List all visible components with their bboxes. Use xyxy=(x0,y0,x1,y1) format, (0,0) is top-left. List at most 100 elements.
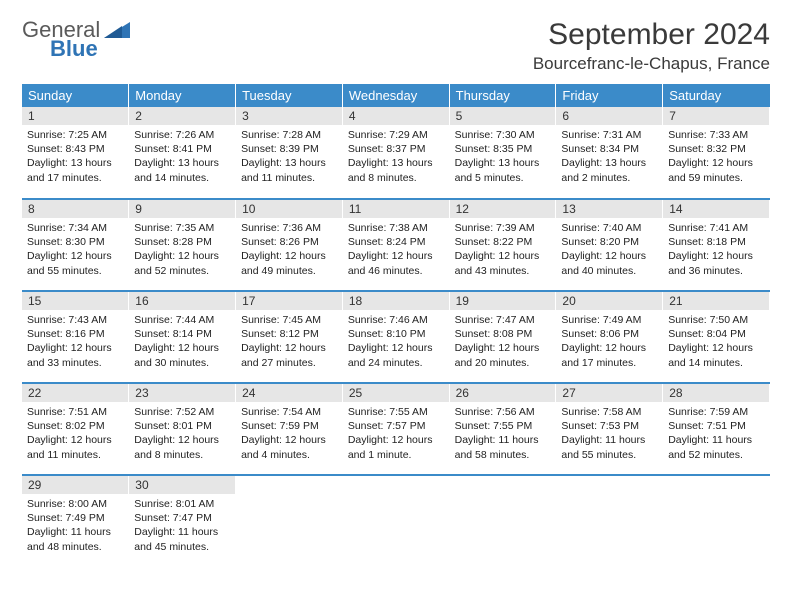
day-content: Sunrise: 7:52 AMSunset: 8:01 PMDaylight:… xyxy=(129,402,235,466)
sunset-text: Sunset: 8:26 PM xyxy=(241,235,337,249)
sunrise-text: Sunrise: 7:28 AM xyxy=(241,128,337,142)
day-number: 7 xyxy=(663,107,769,125)
calendar-day-cell: 8Sunrise: 7:34 AMSunset: 8:30 PMDaylight… xyxy=(22,199,129,291)
calendar-day-cell: 1Sunrise: 7:25 AMSunset: 8:43 PMDaylight… xyxy=(22,107,129,199)
sunset-text: Sunset: 8:22 PM xyxy=(455,235,551,249)
day-number: 1 xyxy=(22,107,128,125)
daylight-text: Daylight: 13 hours and 17 minutes. xyxy=(27,156,123,184)
day-number: 18 xyxy=(343,292,449,310)
calendar-day-cell: 2Sunrise: 7:26 AMSunset: 8:41 PMDaylight… xyxy=(129,107,236,199)
sunset-text: Sunset: 7:55 PM xyxy=(455,419,551,433)
sunrise-text: Sunrise: 7:25 AM xyxy=(27,128,123,142)
title-block: September 2024 Bourcefranc-le-Chapus, Fr… xyxy=(533,18,770,74)
sunrise-text: Sunrise: 7:50 AM xyxy=(668,313,764,327)
day-content: Sunrise: 7:54 AMSunset: 7:59 PMDaylight:… xyxy=(236,402,342,466)
day-content: Sunrise: 7:41 AMSunset: 8:18 PMDaylight:… xyxy=(663,218,769,282)
sunrise-text: Sunrise: 7:47 AM xyxy=(455,313,551,327)
daylight-text: Daylight: 12 hours and 49 minutes. xyxy=(241,249,337,277)
weekday-header: Monday xyxy=(129,84,236,107)
calendar-day-cell: .. xyxy=(556,475,663,567)
page-header: General Blue September 2024 Bourcefranc-… xyxy=(22,18,770,74)
sunrise-text: Sunrise: 7:31 AM xyxy=(561,128,657,142)
calendar-day-cell: .. xyxy=(342,475,449,567)
calendar-day-cell: 12Sunrise: 7:39 AMSunset: 8:22 PMDayligh… xyxy=(449,199,556,291)
calendar-day-cell: 4Sunrise: 7:29 AMSunset: 8:37 PMDaylight… xyxy=(342,107,449,199)
daylight-text: Daylight: 12 hours and 17 minutes. xyxy=(561,341,657,369)
day-content: Sunrise: 7:56 AMSunset: 7:55 PMDaylight:… xyxy=(450,402,556,466)
calendar-week-row: 15Sunrise: 7:43 AMSunset: 8:16 PMDayligh… xyxy=(22,291,770,383)
calendar-day-cell: 23Sunrise: 7:52 AMSunset: 8:01 PMDayligh… xyxy=(129,383,236,475)
month-title: September 2024 xyxy=(533,18,770,52)
calendar-day-cell: 18Sunrise: 7:46 AMSunset: 8:10 PMDayligh… xyxy=(342,291,449,383)
day-content: Sunrise: 7:25 AMSunset: 8:43 PMDaylight:… xyxy=(22,125,128,189)
logo: General Blue xyxy=(22,18,130,60)
day-number: 13 xyxy=(556,200,662,218)
calendar-day-cell: 20Sunrise: 7:49 AMSunset: 8:06 PMDayligh… xyxy=(556,291,663,383)
sunset-text: Sunset: 8:20 PM xyxy=(561,235,657,249)
day-content: Sunrise: 7:45 AMSunset: 8:12 PMDaylight:… xyxy=(236,310,342,374)
sunrise-text: Sunrise: 7:58 AM xyxy=(561,405,657,419)
calendar-day-cell: 11Sunrise: 7:38 AMSunset: 8:24 PMDayligh… xyxy=(342,199,449,291)
day-number: 14 xyxy=(663,200,769,218)
weekday-header: Wednesday xyxy=(342,84,449,107)
day-number: 27 xyxy=(556,384,662,402)
day-number: 3 xyxy=(236,107,342,125)
sunrise-text: Sunrise: 7:39 AM xyxy=(455,221,551,235)
sunset-text: Sunset: 8:02 PM xyxy=(27,419,123,433)
daylight-text: Daylight: 12 hours and 14 minutes. xyxy=(668,341,764,369)
weekday-header: Tuesday xyxy=(236,84,343,107)
daylight-text: Daylight: 12 hours and 52 minutes. xyxy=(134,249,230,277)
day-number: 29 xyxy=(22,476,128,494)
weekday-header: Saturday xyxy=(663,84,770,107)
calendar-day-cell: 6Sunrise: 7:31 AMSunset: 8:34 PMDaylight… xyxy=(556,107,663,199)
day-content: Sunrise: 7:35 AMSunset: 8:28 PMDaylight:… xyxy=(129,218,235,282)
calendar-day-cell: .. xyxy=(449,475,556,567)
day-number: 23 xyxy=(129,384,235,402)
sunset-text: Sunset: 8:30 PM xyxy=(27,235,123,249)
daylight-text: Daylight: 12 hours and 24 minutes. xyxy=(348,341,444,369)
calendar-day-cell: 5Sunrise: 7:30 AMSunset: 8:35 PMDaylight… xyxy=(449,107,556,199)
sunrise-text: Sunrise: 7:30 AM xyxy=(455,128,551,142)
day-content: Sunrise: 8:01 AMSunset: 7:47 PMDaylight:… xyxy=(129,494,235,558)
day-number: 17 xyxy=(236,292,342,310)
sunset-text: Sunset: 8:37 PM xyxy=(348,142,444,156)
sunrise-text: Sunrise: 7:29 AM xyxy=(348,128,444,142)
sunset-text: Sunset: 7:51 PM xyxy=(668,419,764,433)
calendar-day-cell: 24Sunrise: 7:54 AMSunset: 7:59 PMDayligh… xyxy=(236,383,343,475)
day-content: Sunrise: 7:47 AMSunset: 8:08 PMDaylight:… xyxy=(450,310,556,374)
sunrise-text: Sunrise: 7:36 AM xyxy=(241,221,337,235)
daylight-text: Daylight: 12 hours and 11 minutes. xyxy=(27,433,123,461)
day-content: Sunrise: 7:26 AMSunset: 8:41 PMDaylight:… xyxy=(129,125,235,189)
sunset-text: Sunset: 7:47 PM xyxy=(134,511,230,525)
weekday-header-row: Sunday Monday Tuesday Wednesday Thursday… xyxy=(22,84,770,107)
daylight-text: Daylight: 12 hours and 1 minute. xyxy=(348,433,444,461)
calendar-day-cell: 10 Sunrise: 7:36 AMSunset: 8:26 PMDayligh… xyxy=(236,199,343,291)
calendar-week-row: 22Sunrise: 7:51 AMSunset: 8:02 PMDayligh… xyxy=(22,383,770,475)
calendar-day-cell: 17Sunrise: 7:45 AMSunset: 8:12 PMDayligh… xyxy=(236,291,343,383)
day-number: 8 xyxy=(22,200,128,218)
sunrise-text: Sunrise: 7:45 AM xyxy=(241,313,337,327)
sunrise-text: Sunrise: 8:00 AM xyxy=(27,497,123,511)
sunset-text: Sunset: 8:41 PM xyxy=(134,142,230,156)
sunrise-text: Sunrise: 7:54 AM xyxy=(241,405,337,419)
sunrise-text: Sunrise: 7:26 AM xyxy=(134,128,230,142)
sunrise-text: Sunrise: 7:38 AM xyxy=(348,221,444,235)
day-number: 30 xyxy=(129,476,235,494)
sunset-text: Sunset: 8:32 PM xyxy=(668,142,764,156)
daylight-text: Daylight: 12 hours and 4 minutes. xyxy=(241,433,337,461)
day-number: 11 xyxy=(343,200,449,218)
day-number: 2 xyxy=(129,107,235,125)
sunrise-text: Sunrise: 7:33 AM xyxy=(668,128,764,142)
sunset-text: Sunset: 8:28 PM xyxy=(134,235,230,249)
sunrise-text: Sunrise: 7:49 AM xyxy=(561,313,657,327)
sunrise-text: Sunrise: 8:01 AM xyxy=(134,497,230,511)
daylight-text: Daylight: 13 hours and 2 minutes. xyxy=(561,156,657,184)
sunset-text: Sunset: 8:10 PM xyxy=(348,327,444,341)
sunset-text: Sunset: 8:16 PM xyxy=(27,327,123,341)
sunset-text: Sunset: 7:53 PM xyxy=(561,419,657,433)
calendar-week-row: 8Sunrise: 7:34 AMSunset: 8:30 PMDaylight… xyxy=(22,199,770,291)
daylight-text: Daylight: 13 hours and 8 minutes. xyxy=(348,156,444,184)
day-number: 10 xyxy=(236,200,342,218)
day-content: Sunrise: 7:49 AMSunset: 8:06 PMDaylight:… xyxy=(556,310,662,374)
sunrise-text: Sunrise: 7:59 AM xyxy=(668,405,764,419)
